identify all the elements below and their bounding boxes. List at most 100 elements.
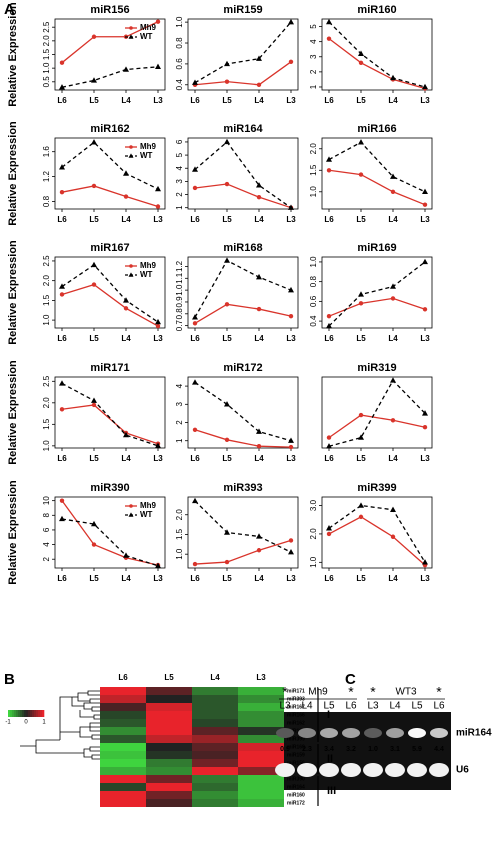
chart-title: miR167 <box>90 242 129 254</box>
lane-label: L5 <box>323 701 335 712</box>
plot-frame <box>187 18 299 91</box>
y-tick-label: 4 <box>175 383 184 388</box>
band <box>429 763 449 777</box>
point <box>326 525 332 531</box>
heatmap-cell <box>192 743 238 751</box>
heatmap-cell <box>100 791 146 799</box>
x-tick-label: L6 <box>324 96 334 105</box>
heatmap-cell <box>146 799 192 807</box>
y-tick-label: 5 <box>309 24 318 29</box>
heatmap-cell <box>100 783 146 791</box>
x-tick-label: L5 <box>356 215 366 224</box>
point <box>192 79 198 85</box>
x-tick-label: L3 <box>420 574 430 583</box>
heatmap-cell <box>100 703 146 711</box>
x-tick-label: L6 <box>324 215 334 224</box>
x-tick-label: L3 <box>153 215 163 224</box>
quantity: 3.4 <box>324 746 334 753</box>
quantity: 5.9 <box>412 746 422 753</box>
series-line <box>61 283 159 327</box>
x-tick-label: L6 <box>324 574 334 583</box>
series-line <box>194 303 292 324</box>
quantity: 3.2 <box>346 746 356 753</box>
y-tick-label: 1.5 <box>309 164 318 176</box>
point <box>91 402 97 408</box>
asterisk: * <box>282 684 288 700</box>
point <box>358 434 364 440</box>
lane-label: L4 <box>301 701 313 712</box>
chart-title: miR162 <box>90 123 129 135</box>
x-tick-label: L5 <box>356 454 366 463</box>
chart-title: miR399 <box>357 482 396 494</box>
legend-label: WT <box>140 510 153 519</box>
point <box>155 185 161 192</box>
legend-label: WT <box>140 270 153 279</box>
point <box>326 531 332 537</box>
plot-frame <box>187 137 299 210</box>
y-tick-label: 0.6 <box>309 295 318 307</box>
plot-frame <box>321 496 433 569</box>
point <box>358 172 364 177</box>
x-tick-label: L6 <box>190 454 200 463</box>
point <box>358 291 364 297</box>
point <box>326 435 332 440</box>
heatmap-row-label: miR319 <box>287 768 305 774</box>
point <box>224 302 230 307</box>
series-line <box>61 518 159 567</box>
point <box>155 318 161 325</box>
lane-label: L3 <box>279 701 291 712</box>
point <box>326 168 332 173</box>
colorbar-step <box>12 710 15 717</box>
y-tick-label: 0.9 <box>175 296 184 308</box>
heatmap-cell <box>146 711 192 719</box>
x-tick-label: L4 <box>121 215 131 224</box>
point <box>155 204 161 209</box>
y-tick-label: 0.8 <box>175 37 184 49</box>
y-tick-label: 3 <box>175 402 184 407</box>
y-tick-label: 1 <box>175 438 184 443</box>
lane-label: L6 <box>433 701 445 712</box>
colorbar-step <box>40 710 43 717</box>
legend-marker <box>128 34 134 39</box>
y-tick-label: 2.0 <box>309 528 318 540</box>
point <box>326 313 332 319</box>
heatmap-cell <box>238 775 284 783</box>
heatmap-cell <box>146 695 192 703</box>
band <box>363 763 383 777</box>
y-axis-label: Relative Expression <box>7 360 19 465</box>
heatmap-cell <box>238 711 284 719</box>
y-tick-label: 1.5 <box>42 48 51 60</box>
point <box>123 194 129 199</box>
point <box>390 296 396 301</box>
point <box>256 548 262 553</box>
y-tick-label: 2.0 <box>309 143 318 155</box>
series-line <box>328 414 426 439</box>
legend-marker <box>128 272 134 277</box>
point <box>91 34 97 39</box>
band <box>319 763 339 777</box>
heatmap-cell <box>238 735 284 743</box>
x-tick-label: L3 <box>153 96 163 105</box>
y-tick-label: 1.5 <box>42 294 51 306</box>
point <box>123 431 129 438</box>
point <box>358 301 364 306</box>
point <box>358 50 364 56</box>
y-tick-label: 3 <box>175 179 184 184</box>
plot-frame <box>321 18 433 91</box>
x-tick-label: L4 <box>254 454 264 463</box>
y-tick-label: 1.0 <box>309 556 318 568</box>
plot-frame <box>54 376 166 449</box>
x-tick-label: L5 <box>89 574 99 583</box>
x-tick-label: L3 <box>153 334 163 343</box>
chart-title: miR156 <box>90 4 129 16</box>
x-tick-label: L4 <box>254 334 264 343</box>
point <box>422 258 428 265</box>
point <box>390 189 396 194</box>
y-tick-label: 2.5 <box>42 375 51 387</box>
point <box>326 156 332 162</box>
point <box>358 139 364 145</box>
y-tick-label: 2.5 <box>42 21 51 33</box>
point <box>192 379 198 385</box>
y-tick-label: 0.8 <box>309 276 318 288</box>
band <box>407 763 427 777</box>
